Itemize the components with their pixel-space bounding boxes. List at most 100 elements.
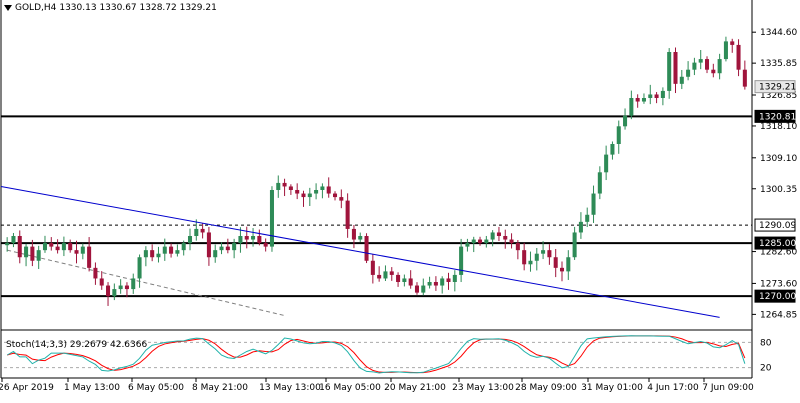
candle-body[interactable] — [478, 239, 483, 244]
candle-body[interactable] — [61, 243, 66, 251]
candle-body[interactable] — [509, 239, 514, 244]
candle-body[interactable] — [288, 186, 293, 190]
candle-body[interactable] — [408, 278, 413, 286]
candle-body[interactable] — [244, 236, 249, 240]
candle-body[interactable] — [156, 253, 161, 258]
candle-body[interactable] — [219, 246, 224, 251]
candle-body[interactable] — [717, 59, 722, 74]
candle-body[interactable] — [36, 250, 41, 261]
candle-body[interactable] — [547, 250, 552, 258]
candle-body[interactable] — [667, 52, 672, 91]
candle-body[interactable] — [616, 126, 621, 144]
candle-body[interactable] — [364, 236, 369, 261]
candle-body[interactable] — [326, 186, 331, 194]
candle-body[interactable] — [591, 193, 596, 215]
candle-body[interactable] — [162, 246, 167, 254]
candle-body[interactable] — [446, 278, 451, 282]
candle-body[interactable] — [414, 285, 420, 293]
candle-body[interactable] — [339, 197, 344, 201]
candle-body[interactable] — [459, 246, 464, 275]
candle-body[interactable] — [604, 154, 609, 173]
candle-body[interactable] — [679, 76, 684, 84]
candle-body[interactable] — [118, 285, 123, 290]
candle-body[interactable] — [623, 115, 628, 127]
candle-body[interactable] — [427, 282, 432, 286]
candle-body[interactable] — [55, 246, 60, 251]
candle-body[interactable] — [106, 285, 111, 297]
candle-body[interactable] — [169, 246, 174, 254]
candle-body[interactable] — [11, 236, 16, 244]
candle-body[interactable] — [332, 193, 338, 198]
candle-body[interactable] — [503, 236, 508, 240]
candle-body[interactable] — [723, 41, 728, 60]
candle-body[interactable] — [42, 243, 48, 251]
candle-body[interactable] — [742, 69, 747, 87]
candle-body[interactable] — [692, 62, 697, 70]
candle-body[interactable] — [320, 186, 325, 190]
candle-body[interactable] — [566, 257, 571, 272]
candle-body[interactable] — [150, 250, 155, 258]
candle-body[interactable] — [213, 250, 218, 258]
candle-body[interactable] — [276, 182, 281, 190]
candle-body[interactable] — [181, 243, 186, 251]
candle-body[interactable] — [522, 250, 527, 265]
candle-body[interactable] — [648, 94, 653, 98]
candle-body[interactable] — [578, 221, 583, 233]
candle-body[interactable] — [49, 243, 54, 247]
candle-body[interactable] — [370, 260, 375, 275]
candle-body[interactable] — [484, 239, 489, 244]
candle-body[interactable] — [496, 232, 501, 236]
candle-body[interactable] — [421, 285, 426, 293]
candle-body[interactable] — [345, 200, 350, 229]
candle-body[interactable] — [24, 246, 29, 258]
candle-body[interactable] — [194, 228, 199, 236]
candle-body[interactable] — [452, 274, 457, 282]
candle-body[interactable] — [112, 289, 117, 297]
candle-body[interactable] — [471, 239, 476, 244]
candle-body[interactable] — [17, 236, 22, 258]
candle-body[interactable] — [238, 236, 243, 244]
candle-body[interactable] — [433, 282, 438, 286]
candle-body[interactable] — [307, 193, 312, 198]
candle-body[interactable] — [541, 250, 546, 254]
candle-body[interactable] — [99, 278, 104, 286]
candle-body[interactable] — [5, 243, 10, 246]
candle-body[interactable] — [269, 190, 274, 247]
dropdown-triangle-icon[interactable] — [4, 5, 12, 11]
candle-body[interactable] — [572, 232, 577, 258]
candle-body[interactable] — [225, 246, 230, 251]
candle-body[interactable] — [698, 59, 703, 63]
candle-body[interactable] — [74, 250, 79, 254]
candle-body[interactable] — [257, 236, 262, 244]
candle-body[interactable] — [660, 90, 665, 98]
candle-body[interactable] — [131, 278, 136, 290]
candle-body[interactable] — [68, 243, 73, 251]
candle-body[interactable] — [515, 243, 520, 251]
candle-body[interactable] — [358, 236, 363, 240]
candle-body[interactable] — [282, 182, 287, 187]
trend-line[interactable] — [0, 185, 720, 318]
candle-body[interactable] — [402, 278, 407, 282]
candle-body[interactable] — [30, 246, 35, 261]
candle-body[interactable] — [232, 243, 237, 251]
candle-body[interactable] — [534, 253, 539, 261]
candle-body[interactable] — [629, 98, 634, 116]
candle-body[interactable] — [711, 69, 716, 74]
candle-body[interactable] — [553, 257, 558, 268]
candle-body[interactable] — [641, 98, 646, 102]
candle-body[interactable] — [251, 236, 256, 240]
candle-body[interactable] — [585, 214, 590, 222]
candle-body[interactable] — [440, 278, 445, 286]
candle-body[interactable] — [175, 250, 180, 254]
candle-body[interactable] — [87, 246, 92, 268]
candle-body[interactable] — [383, 271, 388, 279]
candle-body[interactable] — [389, 271, 394, 275]
candle-body[interactable] — [730, 41, 735, 45]
candle-body[interactable] — [143, 250, 148, 258]
candle-body[interactable] — [301, 193, 306, 198]
candle-body[interactable] — [295, 190, 300, 194]
candle-body[interactable] — [351, 228, 356, 240]
candle-body[interactable] — [314, 190, 319, 194]
candle-body[interactable] — [490, 232, 495, 240]
candle-body[interactable] — [187, 236, 193, 244]
